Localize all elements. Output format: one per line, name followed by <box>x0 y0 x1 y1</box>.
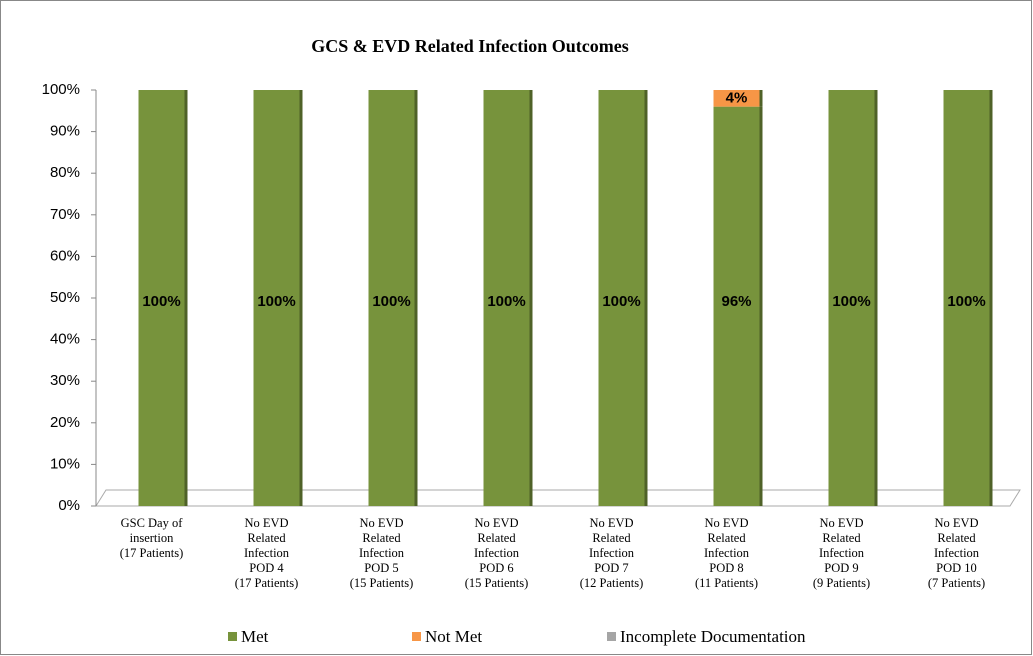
data-label: 100% <box>257 293 295 310</box>
bar-segment <box>598 90 645 506</box>
x-tick-label: No EVD Related Infection POD 4 (17 Patients) <box>235 516 299 590</box>
bar-segment <box>368 90 415 506</box>
y-tick-label: 40% <box>50 331 80 348</box>
data-label: 4% <box>726 89 748 106</box>
bar-side <box>874 90 878 506</box>
x-tick-label: No EVD Related Infection POD 7 (12 Patients) <box>580 516 644 590</box>
bar-side <box>529 90 533 506</box>
x-tick-label: No EVD Related Infection POD 10 (7 Patients) <box>928 516 985 590</box>
x-tick-label: No EVD Related Infection POD 5 (15 Patients) <box>350 516 414 590</box>
legend-swatch <box>607 632 616 641</box>
bar-segment <box>713 106 760 506</box>
legend-label: Met <box>241 627 269 646</box>
bar-segment <box>713 90 760 107</box>
bar-segment <box>253 90 300 506</box>
bar-segment <box>138 90 185 506</box>
data-label: 100% <box>372 293 410 310</box>
bar-segment <box>483 90 530 506</box>
y-tick-label: 90% <box>50 123 80 140</box>
bar-side <box>184 90 188 506</box>
y-tick-label: 60% <box>50 247 80 264</box>
legend-label: Incomplete Documentation <box>620 627 806 646</box>
data-label: 100% <box>602 293 640 310</box>
bar-segment <box>943 90 990 506</box>
x-tick-label: No EVD Related Infection POD 8 (11 Patients) <box>695 516 758 590</box>
x-tick-label: No EVD Related Infection POD 6 (15 Patients) <box>465 516 529 590</box>
bar-side <box>299 90 303 506</box>
floor <box>95 489 1021 507</box>
bar-side <box>759 106 763 506</box>
data-label: 100% <box>487 293 525 310</box>
bar-side <box>414 90 418 506</box>
data-label: 100% <box>142 293 180 310</box>
data-label: 96% <box>721 293 751 310</box>
bar-side <box>759 90 763 107</box>
data-label: 100% <box>947 293 985 310</box>
chart-title: GCS & EVD Related Infection Outcomes <box>311 36 628 56</box>
legend-swatch <box>228 632 237 641</box>
legend-label: Not Met <box>425 627 482 646</box>
y-tick-label: 100% <box>42 81 80 98</box>
x-tick-label: GSC Day of insertion (17 Patients) <box>120 516 184 560</box>
x-tick-label: No EVD Related Infection POD 9 (9 Patients) <box>813 516 870 590</box>
y-tick-label: 10% <box>50 455 80 472</box>
y-tick-label: 50% <box>50 289 80 306</box>
data-label: 100% <box>832 293 870 310</box>
bar-side <box>644 90 648 506</box>
y-tick-label: 0% <box>58 497 80 514</box>
y-tick-label: 30% <box>50 372 80 389</box>
bar-segment <box>828 90 875 506</box>
y-tick-label: 20% <box>50 414 80 431</box>
y-tick-label: 70% <box>50 206 80 223</box>
bar-side <box>989 90 993 506</box>
y-tick-label: 80% <box>50 164 80 181</box>
legend-swatch <box>412 632 421 641</box>
